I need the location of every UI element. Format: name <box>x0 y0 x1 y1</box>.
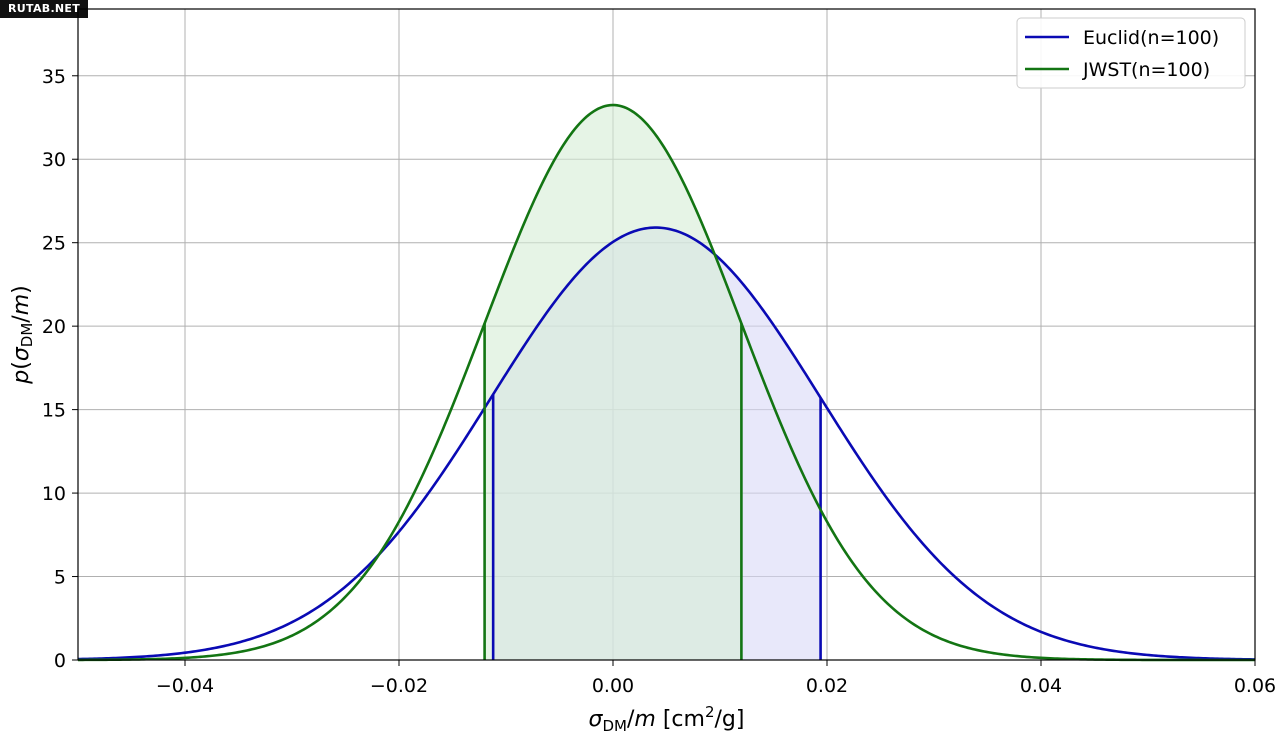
interval-fills <box>484 105 821 660</box>
series-lines <box>77 103 1256 662</box>
y-axis-ticks: 0 5 10 15 20 25 30 35 <box>42 66 78 672</box>
interval-fill-1 <box>484 105 742 660</box>
x-axis-ticks: −0.04 −0.02 0.00 0.02 0.04 0.06 <box>156 660 1276 697</box>
y-tick-label: 35 <box>42 66 66 88</box>
x-tick-label: 0.02 <box>806 675 848 697</box>
series-line-1 <box>77 103 1255 662</box>
plot-frame <box>77 8 1256 661</box>
x-axis-label: σDM/m [cm2/g] <box>589 703 745 732</box>
y-tick-label: 10 <box>42 483 66 505</box>
y-tick-label: 25 <box>42 233 66 255</box>
y-tick-label: 30 <box>42 149 66 171</box>
legend-label-0: Euclid(n=100) <box>1083 27 1219 49</box>
x-tick-label: 0.00 <box>592 675 634 697</box>
y-tick-label: 5 <box>54 567 66 589</box>
y-tick-label: 0 <box>54 650 66 672</box>
y-axis-label: p(σDM/m) <box>9 285 36 384</box>
x-tick-label: −0.02 <box>370 675 428 697</box>
legend: Euclid(n=100) JWST(n=100) <box>1016 17 1246 89</box>
legend-box <box>1016 17 1246 89</box>
y-tick-label: 15 <box>42 400 66 422</box>
x-tick-label: 0.04 <box>1020 675 1062 697</box>
legend-label-1: JWST(n=100) <box>1082 59 1210 81</box>
series-line-0 <box>77 226 1256 661</box>
x-tick-label: −0.04 <box>156 675 214 697</box>
x-tick-label: 0.06 <box>1234 675 1276 697</box>
y-tick-label: 20 <box>42 316 66 338</box>
watermark-logo: RUTAB.NET <box>0 0 89 18</box>
